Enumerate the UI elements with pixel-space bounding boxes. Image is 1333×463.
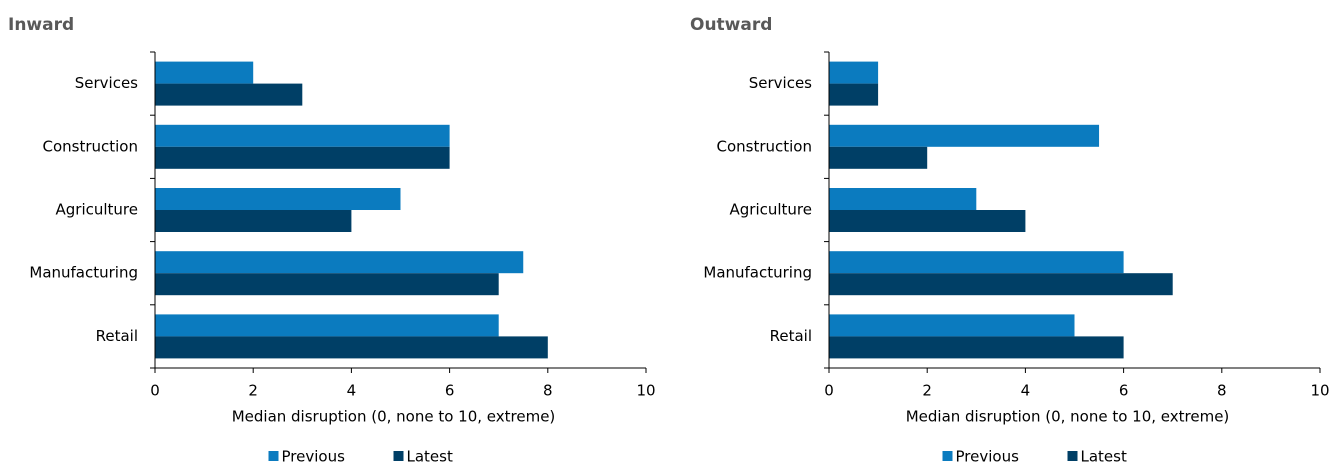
x-axis-label: Median disruption (0, none to 10, extrem… (232, 408, 556, 426)
bar (155, 146, 450, 169)
bar (829, 83, 879, 106)
bar (829, 336, 1124, 359)
legend-swatch (1067, 451, 1078, 461)
x-tick-label: 4 (347, 382, 357, 400)
bar (829, 314, 1075, 337)
bar (829, 251, 1124, 274)
bar (155, 336, 548, 359)
bar (155, 188, 401, 210)
bar (829, 210, 1026, 232)
y-tick-label: Services (749, 74, 812, 92)
x-tick-label: 8 (543, 382, 553, 400)
x-tick-label: 0 (150, 382, 160, 400)
chart-title: Inward (8, 15, 74, 35)
x-tick-label: 8 (1217, 382, 1227, 400)
bar (155, 251, 524, 274)
legend-label: Previous (282, 448, 346, 463)
y-tick-label: Agriculture (730, 201, 813, 219)
y-tick-label: Manufacturing (29, 264, 138, 282)
x-tick-label: 10 (636, 382, 655, 400)
bar (829, 188, 977, 210)
x-tick-label: 6 (445, 382, 455, 400)
bar (829, 273, 1173, 296)
x-tick-label: 2 (922, 382, 932, 400)
legend-label: Latest (1081, 448, 1127, 463)
x-tick-label: 6 (1119, 382, 1129, 400)
bar (829, 146, 928, 169)
legend-label: Previous (956, 448, 1020, 463)
x-tick-label: 4 (1021, 382, 1031, 400)
bar (155, 83, 303, 106)
x-tick-label: 10 (1310, 382, 1329, 400)
bar (155, 124, 450, 147)
legend-swatch (942, 451, 953, 461)
x-axis-label: Median disruption (0, none to 10, extrem… (906, 408, 1230, 426)
bar (155, 61, 254, 84)
bar (829, 124, 1100, 147)
x-tick-label: 2 (248, 382, 258, 400)
y-tick-label: Construction (42, 137, 138, 155)
y-tick-label: Manufacturing (703, 264, 812, 282)
bar (155, 273, 499, 296)
bar (829, 61, 879, 84)
chart-title: Outward (690, 15, 772, 35)
y-tick-label: Retail (770, 327, 812, 345)
y-tick-label: Construction (716, 137, 812, 155)
legend-swatch (393, 451, 404, 461)
y-tick-label: Services (75, 74, 138, 92)
legend-swatch (268, 451, 279, 461)
legend-label: Latest (407, 448, 453, 463)
bar (155, 210, 352, 232)
y-tick-label: Retail (96, 327, 138, 345)
y-tick-label: Agriculture (56, 201, 139, 219)
bar (155, 314, 499, 337)
x-tick-label: 0 (824, 382, 834, 400)
